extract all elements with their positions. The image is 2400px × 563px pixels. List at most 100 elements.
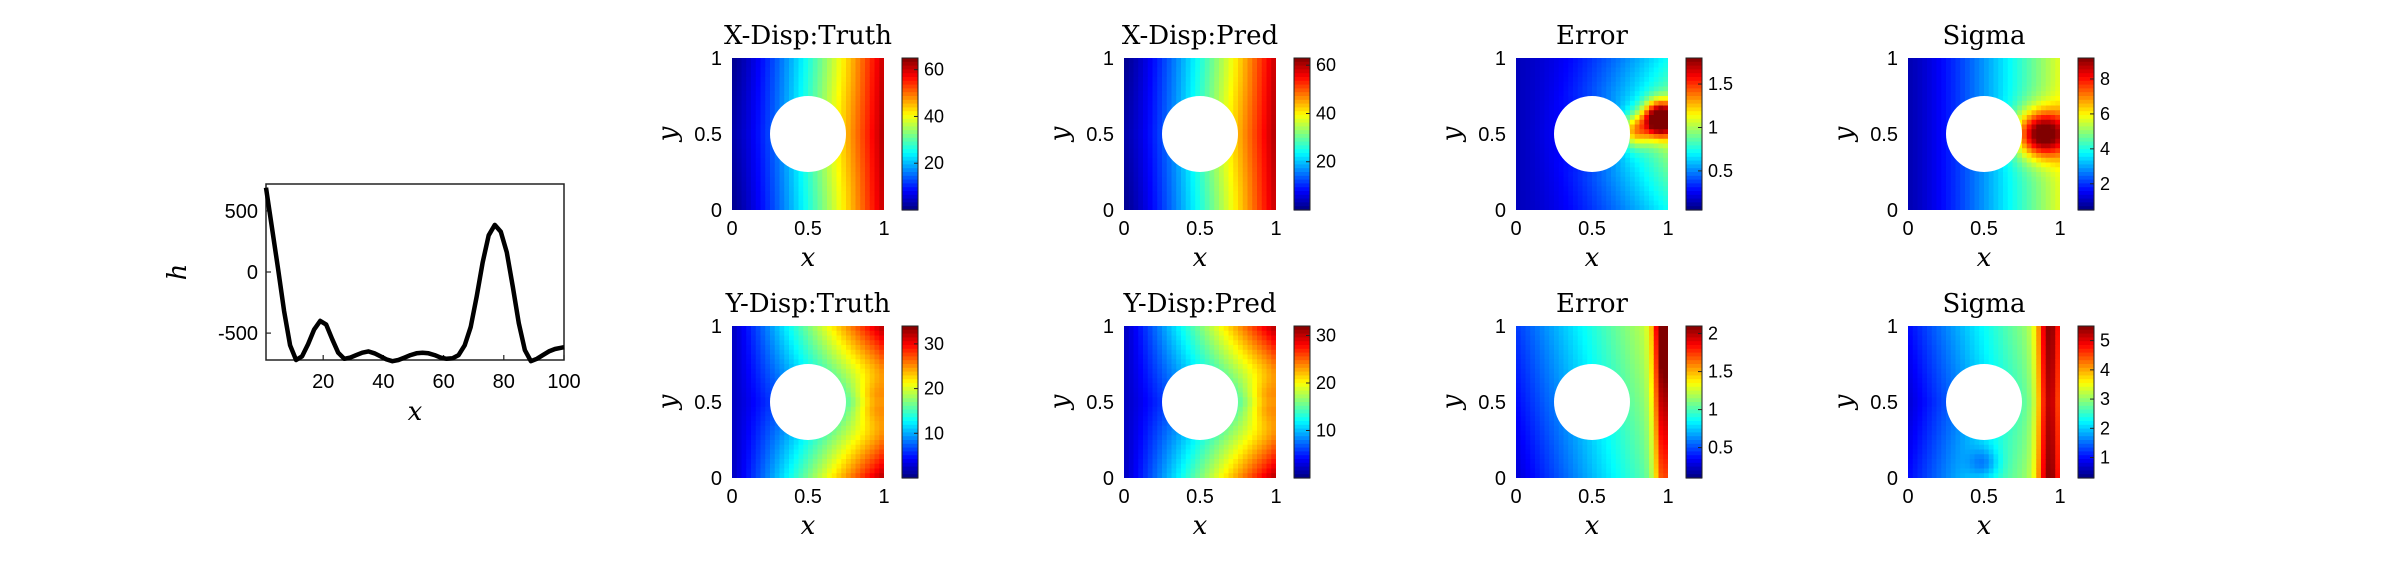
heatmap-cell — [1922, 67, 1928, 73]
heatmap-cell — [1931, 129, 1938, 135]
colorbar-segment — [1686, 58, 1702, 63]
heatmap-cell — [1238, 124, 1244, 130]
heatmap-cell — [874, 124, 880, 130]
heatmap-cell — [1539, 191, 1546, 197]
heatmap-cell — [1181, 176, 1187, 183]
heatmap-cell — [1927, 162, 1933, 168]
x-tick-label: 1 — [2054, 218, 2065, 240]
heatmap-cell — [741, 387, 747, 394]
heatmap-cell — [1200, 58, 1206, 64]
heatmap-cell — [1936, 157, 1942, 164]
heatmap-cell — [1663, 62, 1668, 69]
heatmap-cell — [732, 77, 738, 83]
heatmap-cell — [1653, 138, 1660, 145]
heatmap-cell — [746, 364, 752, 370]
heatmap-cell — [860, 205, 866, 210]
heatmap-cell — [741, 383, 747, 389]
heatmap-cell — [860, 72, 866, 78]
heatmap-cell — [803, 349, 809, 356]
heatmap-cell — [1984, 58, 1990, 64]
heatmap-cell — [803, 172, 809, 178]
heatmap-cell — [2045, 77, 2052, 83]
heatmap-cell — [1238, 77, 1244, 83]
heatmap-cell — [741, 105, 747, 111]
heatmap-cell — [789, 349, 795, 356]
heatmap-cell — [850, 200, 857, 206]
heatmap-cell — [822, 440, 828, 446]
heatmap-cell — [1908, 129, 1914, 135]
heatmap-cell — [1582, 205, 1588, 210]
heatmap-cell — [846, 86, 852, 92]
colorbar-segment — [2078, 73, 2094, 78]
heatmap-cell — [2017, 205, 2023, 210]
heatmap-cell — [1516, 162, 1522, 168]
heatmap-cell — [736, 340, 743, 346]
heatmap-cell — [1587, 72, 1593, 78]
heatmap-cell — [741, 392, 747, 398]
heatmap-cell — [755, 411, 762, 417]
heatmap-cell — [2003, 91, 2009, 97]
heatmap-cell — [741, 364, 747, 370]
heatmap-cell — [1128, 176, 1135, 183]
heatmap-cell — [1247, 129, 1253, 135]
heatmap-cell — [2045, 162, 2052, 168]
heatmap-cell — [736, 205, 743, 210]
heatmap-cell — [841, 148, 847, 154]
heatmap-cell — [751, 430, 757, 436]
heatmap-cell — [874, 96, 880, 102]
heatmap-cell — [2050, 77, 2056, 83]
heatmap-cell — [1663, 200, 1668, 206]
heatmap-cell — [1544, 167, 1550, 173]
heatmap-cell — [2045, 67, 2052, 73]
heatmap-cell — [1960, 86, 1966, 92]
heatmap-cell — [793, 345, 800, 351]
heatmap-cell — [2031, 153, 2037, 159]
heatmap-cell — [798, 335, 804, 341]
heatmap-cell — [1601, 195, 1607, 202]
heatmap-cell — [736, 392, 743, 398]
heatmap-cell — [1625, 58, 1631, 64]
heatmap-cell — [1573, 176, 1579, 183]
heatmap-cell — [1587, 67, 1593, 73]
heatmap-cell — [860, 138, 866, 145]
heatmap-cell — [879, 129, 884, 135]
heatmap-cell — [789, 449, 795, 455]
heatmap-cell — [1596, 181, 1603, 187]
heatmap-cell — [741, 77, 747, 83]
heatmap-cell — [1271, 200, 1276, 206]
heatmap-cell — [746, 345, 752, 351]
heatmap-cell — [1544, 58, 1550, 64]
heatmap-cell — [1516, 91, 1522, 97]
heatmap-cell — [831, 181, 838, 187]
heatmap-cell — [784, 67, 790, 73]
heatmap-cell — [1917, 91, 1923, 97]
heatmap-cell — [774, 100, 781, 107]
heatmap-cell — [1984, 91, 1990, 97]
heatmap-cell — [1200, 195, 1206, 202]
heatmap-cell — [846, 67, 852, 73]
heatmap-cell — [1252, 153, 1258, 159]
heatmap-cell — [1917, 138, 1923, 145]
heatmap-cell — [1544, 110, 1550, 116]
heatmap-cell — [1634, 58, 1641, 64]
heatmap-cell — [808, 67, 814, 73]
heatmap-cell — [1908, 148, 1914, 154]
heatmap-cell — [812, 77, 819, 83]
heatmap-cell — [841, 162, 847, 168]
colorbar-segment — [2078, 126, 2094, 131]
heatmap-cell — [1563, 205, 1569, 210]
heatmap-cell — [1658, 167, 1664, 173]
heatmap-cell — [1209, 86, 1215, 92]
colorbar-tick-label: 60 — [924, 60, 944, 80]
heatmap-cell — [1625, 77, 1631, 83]
heatmap-cell — [822, 172, 828, 178]
heatmap-cell — [1252, 62, 1258, 69]
heatmap-cell — [755, 186, 762, 192]
heatmap-cell — [741, 430, 747, 436]
heatmap-cell — [732, 387, 738, 394]
heatmap-cell — [755, 62, 762, 69]
heatmap-cell — [846, 167, 852, 173]
heatmap-cell — [765, 406, 771, 413]
heatmap-cell — [1228, 105, 1234, 111]
heatmap-cell — [1630, 200, 1636, 206]
